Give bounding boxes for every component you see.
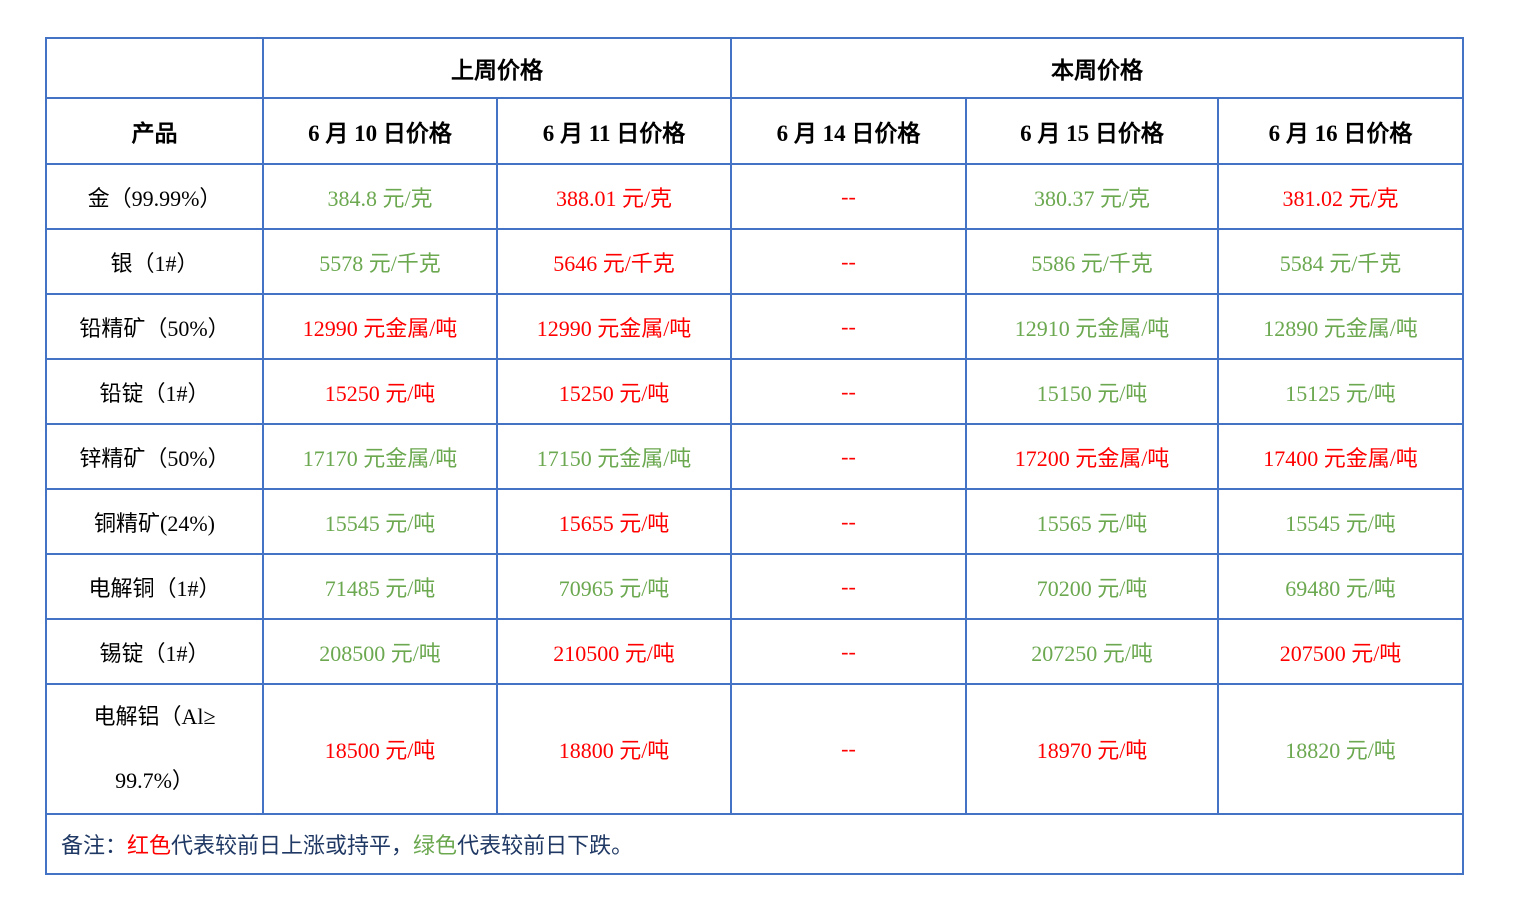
column-header-date: 6 月 10 日价格 [262, 97, 498, 165]
price-cell: 5578 元/千克 [262, 228, 498, 295]
price-cell: 15125 元/吨 [1217, 358, 1464, 425]
price-table: 上周价格 本周价格 产品 6 月 10 日价格 6 月 11 日价格 6 月 1… [45, 37, 1464, 875]
column-header-date: 6 月 16 日价格 [1217, 97, 1464, 165]
table-row-lead-concentrate: 铅精矿（50%） 12990 元金属/吨 12990 元金属/吨 -- 1291… [45, 293, 1464, 360]
price-cell: 12990 元金属/吨 [262, 293, 498, 360]
note-row: 备注：红色代表较前日上涨或持平，绿色代表较前日下跌。 [45, 813, 1464, 875]
price-cell: 15545 元/吨 [1217, 488, 1464, 555]
group-header-this-week: 本周价格 [730, 37, 1464, 99]
blank-cell [45, 37, 264, 99]
price-cell: 17170 元金属/吨 [262, 423, 498, 490]
price-cell: 5584 元/千克 [1217, 228, 1464, 295]
price-cell: 18500 元/吨 [262, 683, 498, 815]
price-cell: 380.37 元/克 [965, 163, 1219, 230]
price-cell: 384.8 元/克 [262, 163, 498, 230]
price-cell: 18800 元/吨 [496, 683, 732, 815]
price-cell: -- [730, 358, 967, 425]
price-cell: 12910 元金属/吨 [965, 293, 1219, 360]
table-row-tin-ingot: 锡锭（1#） 208500 元/吨 210500 元/吨 -- 207250 元… [45, 618, 1464, 685]
price-cell: 17400 元金属/吨 [1217, 423, 1464, 490]
product-cell: 锡锭（1#） [45, 618, 264, 685]
price-cell: 208500 元/吨 [262, 618, 498, 685]
price-cell: 381.02 元/克 [1217, 163, 1464, 230]
product-cell: 铜精矿(24%) [45, 488, 264, 555]
note-cell: 备注：红色代表较前日上涨或持平，绿色代表较前日下跌。 [45, 813, 1464, 875]
column-header-row: 产品 6 月 10 日价格 6 月 11 日价格 6 月 14 日价格 6 月 … [45, 97, 1464, 165]
price-cell: 15250 元/吨 [496, 358, 732, 425]
table-row-copper-concentrate: 铜精矿(24%) 15545 元/吨 15655 元/吨 -- 15565 元/… [45, 488, 1464, 555]
price-cell: 71485 元/吨 [262, 553, 498, 620]
table-row-gold: 金（99.99%） 384.8 元/克 388.01 元/克 -- 380.37… [45, 163, 1464, 230]
price-cell: 17200 元金属/吨 [965, 423, 1219, 490]
note-green-description: 代表较前日下跌。 [457, 833, 634, 858]
price-cell: 388.01 元/克 [496, 163, 732, 230]
price-cell: 15250 元/吨 [262, 358, 498, 425]
price-cell: 12990 元金属/吨 [496, 293, 732, 360]
product-cell: 铅锭（1#） [45, 358, 264, 425]
product-cell: 电解铜（1#） [45, 553, 264, 620]
price-cell: -- [730, 423, 967, 490]
product-cell: 铅精矿（50%） [45, 293, 264, 360]
note-green-word: 绿色 [413, 833, 458, 858]
table-row-electrolytic-copper: 电解铜（1#） 71485 元/吨 70965 元/吨 -- 70200 元/吨… [45, 553, 1464, 620]
price-cell: -- [730, 683, 967, 815]
price-cell: 70200 元/吨 [965, 553, 1219, 620]
note-red-word: 红色 [127, 833, 172, 858]
table-row-silver: 银（1#） 5578 元/千克 5646 元/千克 -- 5586 元/千克 5… [45, 228, 1464, 295]
price-cell: 69480 元/吨 [1217, 553, 1464, 620]
price-cell: -- [730, 488, 967, 555]
product-cell: 电解铝（Al≥ 99.7%） [45, 683, 264, 815]
price-cell: -- [730, 163, 967, 230]
table-row-zinc-concentrate: 锌精矿（50%） 17170 元金属/吨 17150 元金属/吨 -- 1720… [45, 423, 1464, 490]
column-header-date: 6 月 11 日价格 [496, 97, 732, 165]
column-header-product: 产品 [45, 97, 264, 165]
price-cell: 5586 元/千克 [965, 228, 1219, 295]
price-cell: 12890 元金属/吨 [1217, 293, 1464, 360]
price-cell: 18820 元/吨 [1217, 683, 1464, 815]
table-row-electrolytic-aluminum: 电解铝（Al≥ 99.7%） 18500 元/吨 18800 元/吨 -- 189… [45, 683, 1464, 815]
column-header-date: 6 月 15 日价格 [965, 97, 1219, 165]
product-cell: 锌精矿（50%） [45, 423, 264, 490]
price-cell: 70965 元/吨 [496, 553, 732, 620]
price-cell: 207250 元/吨 [965, 618, 1219, 685]
price-cell: 15150 元/吨 [965, 358, 1219, 425]
price-cell: -- [730, 618, 967, 685]
group-header-row: 上周价格 本周价格 [45, 37, 1464, 99]
price-cell: 5646 元/千克 [496, 228, 732, 295]
price-cell: -- [730, 293, 967, 360]
price-cell: 17150 元金属/吨 [496, 423, 732, 490]
price-cell: 15545 元/吨 [262, 488, 498, 555]
product-cell: 金（99.99%） [45, 163, 264, 230]
price-cell: 18970 元/吨 [965, 683, 1219, 815]
note-red-description: 代表较前日上涨或持平， [171, 833, 414, 858]
price-cell: 210500 元/吨 [496, 618, 732, 685]
product-cell: 银（1#） [45, 228, 264, 295]
price-cell: 15565 元/吨 [965, 488, 1219, 555]
group-header-last-week: 上周价格 [262, 37, 732, 99]
price-cell: 207500 元/吨 [1217, 618, 1464, 685]
column-header-date: 6 月 14 日价格 [730, 97, 967, 165]
note-label: 备注： [61, 833, 128, 858]
price-cell: -- [730, 228, 967, 295]
price-cell: -- [730, 553, 967, 620]
price-cell: 15655 元/吨 [496, 488, 732, 555]
table-row-lead-ingot: 铅锭（1#） 15250 元/吨 15250 元/吨 -- 15150 元/吨 … [45, 358, 1464, 425]
